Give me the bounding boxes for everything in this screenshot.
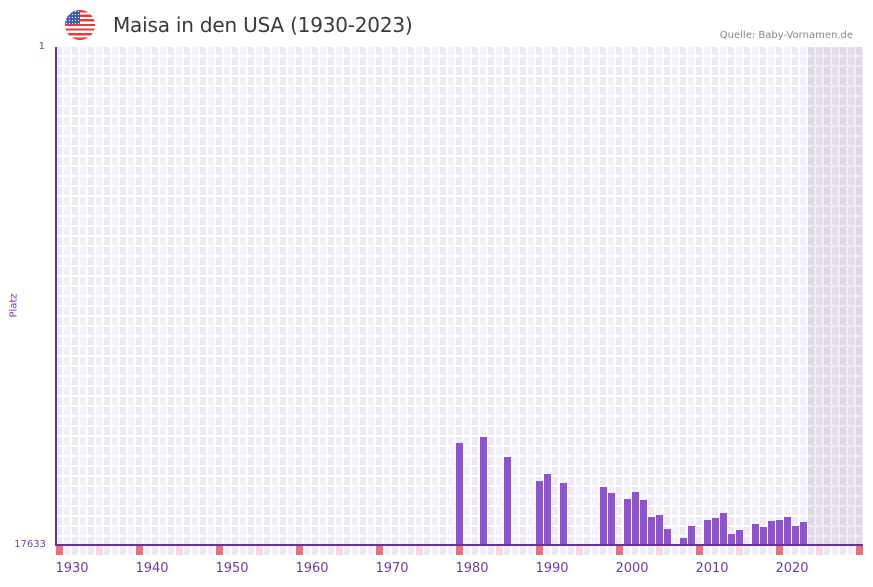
source-link[interactable]: Quelle: Baby-Vornamen.de — [719, 30, 853, 41]
x-tick-1980: 1980 — [455, 561, 489, 576]
bar-1991[interactable] — [560, 483, 567, 545]
y-tick-top: 1 — [38, 41, 45, 52]
bar-2018[interactable] — [776, 520, 783, 545]
decade-marker — [536, 546, 543, 555]
half-decade-marker — [176, 546, 183, 555]
x-axis-line — [55, 544, 863, 546]
bar-2013[interactable] — [736, 530, 743, 545]
future-shaded-region — [808, 47, 863, 545]
decade-marker — [776, 546, 783, 555]
half-decade-marker — [576, 546, 583, 555]
bar-2017[interactable] — [768, 521, 775, 545]
half-decade-marker — [816, 546, 823, 555]
x-tick-1950: 1950 — [215, 561, 249, 576]
x-tick-1930: 1930 — [55, 561, 89, 576]
bar-2015[interactable] — [752, 524, 759, 545]
x-tick-1990: 1990 — [535, 561, 569, 576]
bar-1984[interactable] — [504, 457, 511, 545]
decade-marker — [616, 546, 623, 555]
bar-2012[interactable] — [728, 534, 735, 545]
decade-marker — [696, 546, 703, 555]
bar-1999[interactable] — [624, 499, 631, 545]
decade-marker — [856, 546, 863, 555]
decade-marker — [376, 546, 383, 555]
bar-1978[interactable] — [456, 443, 463, 545]
decade-marker — [216, 546, 223, 555]
half-decade-marker — [336, 546, 343, 555]
bar-2021[interactable] — [800, 522, 807, 545]
half-decade-marker — [656, 546, 663, 555]
bar-2001[interactable] — [640, 500, 647, 545]
x-tick-1970: 1970 — [375, 561, 409, 576]
bar-1997[interactable] — [608, 493, 615, 545]
bar-2004[interactable] — [664, 529, 671, 545]
x-tick-1960: 1960 — [295, 561, 329, 576]
y-axis-line — [55, 47, 57, 546]
x-tick-2020: 2020 — [775, 561, 809, 576]
y-axis-title: Platz — [8, 293, 20, 318]
bar-2016[interactable] — [760, 527, 767, 545]
plot-area — [56, 47, 863, 545]
us-flag-icon — [65, 10, 95, 40]
bar-1988[interactable] — [536, 481, 543, 545]
half-decade-marker — [496, 546, 503, 555]
bar-2000[interactable] — [632, 492, 639, 545]
bar-2003[interactable] — [656, 515, 663, 545]
bar-2020[interactable] — [792, 526, 799, 545]
chart-title: Maisa in den USA (1930-2023) — [113, 13, 413, 37]
bar-2009[interactable] — [704, 520, 711, 545]
bar-2010[interactable] — [712, 518, 719, 545]
x-tick-2010: 2010 — [695, 561, 729, 576]
half-decade-marker — [736, 546, 743, 555]
decade-marker — [296, 546, 303, 555]
decade-marker — [136, 546, 143, 555]
bar-2006[interactable] — [680, 538, 687, 545]
bar-2019[interactable] — [784, 517, 791, 545]
half-decade-marker — [416, 546, 423, 555]
decade-marker-strip — [56, 546, 863, 555]
half-decade-marker — [96, 546, 103, 555]
x-tick-1940: 1940 — [135, 561, 169, 576]
decade-marker — [456, 546, 463, 555]
x-tick-2000: 2000 — [615, 561, 649, 576]
bar-1981[interactable] — [480, 437, 487, 545]
half-decade-marker — [256, 546, 263, 555]
decade-marker — [56, 546, 63, 555]
y-tick-bottom: 17633 — [14, 539, 46, 550]
bar-2007[interactable] — [688, 526, 695, 545]
bar-1996[interactable] — [600, 487, 607, 545]
bar-2011[interactable] — [720, 513, 727, 545]
bar-1989[interactable] — [544, 474, 551, 545]
bar-2002[interactable] — [648, 517, 655, 545]
